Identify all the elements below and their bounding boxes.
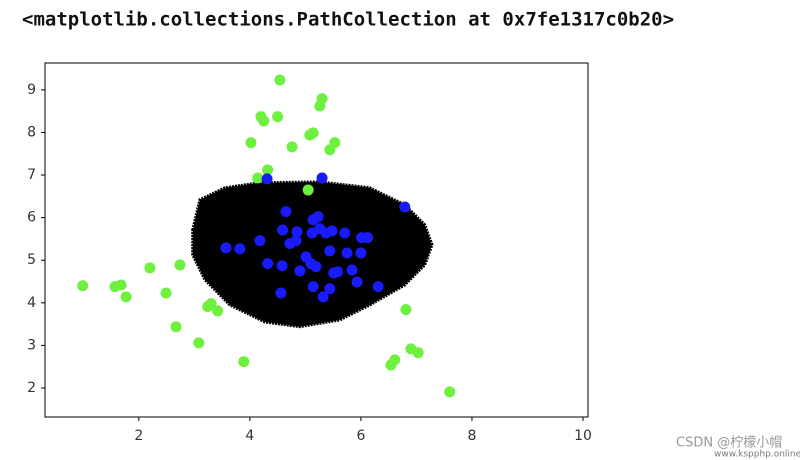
watermark-site: www.kspphp.online [714, 450, 800, 460]
point [258, 115, 270, 127]
point [341, 247, 353, 259]
x-tick-label: 6 [356, 428, 365, 444]
point [326, 225, 338, 237]
watermark: CSDN @柠檬小帽 [676, 435, 782, 451]
point [324, 283, 336, 295]
point [115, 279, 127, 291]
point [77, 280, 89, 292]
y-tick-label: 4 [27, 295, 36, 311]
point [220, 242, 232, 254]
output-text: <matplotlib.collections.PathCollection a… [22, 9, 674, 31]
point [205, 298, 217, 310]
point [324, 245, 336, 257]
point [286, 141, 298, 153]
point [238, 356, 250, 368]
point [276, 260, 288, 272]
point [339, 227, 351, 239]
x-tick-label: 4 [245, 428, 254, 444]
point [272, 111, 284, 123]
point [362, 232, 374, 244]
point [332, 266, 344, 278]
point [170, 321, 182, 333]
point [317, 291, 329, 303]
axes-frame [44, 62, 589, 418]
y-tick-label: 7 [27, 167, 36, 183]
point [302, 184, 314, 196]
y-tick-label: 2 [27, 380, 36, 396]
point [346, 264, 358, 276]
y-tick-label: 9 [27, 82, 36, 98]
point [274, 74, 286, 86]
point [412, 347, 424, 359]
point [252, 172, 264, 184]
point [290, 235, 302, 247]
point [294, 265, 306, 277]
point [351, 276, 363, 288]
point [160, 287, 172, 299]
point [312, 211, 324, 223]
point [262, 164, 274, 176]
point [245, 137, 257, 149]
y-tick-label: 6 [27, 210, 36, 226]
point [174, 259, 186, 271]
point [120, 291, 132, 303]
point [261, 173, 273, 185]
point [329, 137, 341, 149]
point [316, 172, 328, 184]
x-tick-label: 10 [574, 428, 592, 444]
point [275, 287, 287, 299]
y-tick-label: 3 [27, 337, 36, 353]
point [355, 247, 367, 259]
point [399, 201, 411, 213]
point [254, 235, 266, 247]
point [316, 93, 328, 105]
point [277, 224, 289, 236]
point [193, 337, 205, 349]
region [191, 180, 434, 329]
point [307, 281, 319, 293]
point [234, 243, 246, 255]
x-tick-label: 2 [134, 428, 143, 444]
point [389, 354, 401, 366]
point [291, 226, 303, 238]
point [144, 262, 156, 274]
point [444, 386, 456, 398]
y-tick-label: 8 [27, 124, 36, 140]
point [280, 206, 292, 218]
point [372, 281, 384, 293]
point [400, 304, 412, 316]
point [310, 261, 322, 273]
point [307, 127, 319, 139]
y-tick-label: 5 [27, 252, 36, 268]
point [262, 258, 274, 270]
point [212, 305, 224, 317]
x-tick-label: 8 [467, 428, 476, 444]
